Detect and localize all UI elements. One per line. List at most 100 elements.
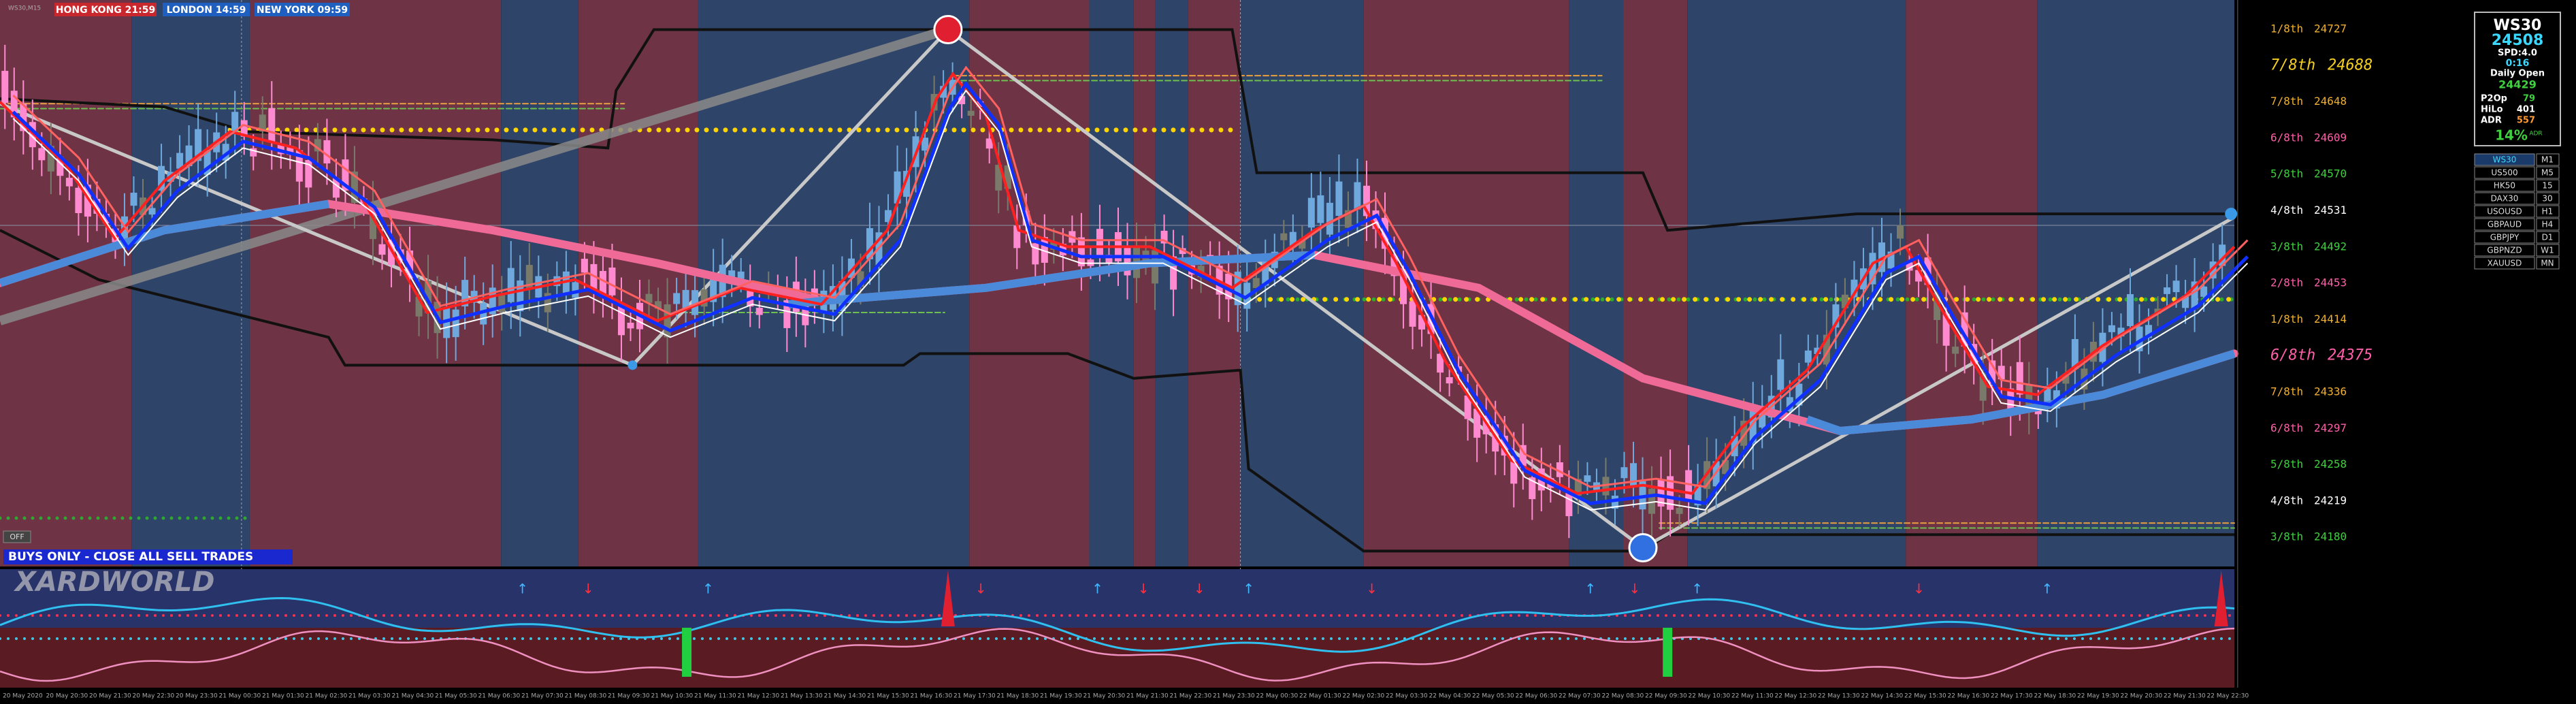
- timeframe-button[interactable]: [2536, 244, 2560, 257]
- candle-body: [995, 165, 1002, 191]
- time-label: 22 May 10:30: [1689, 693, 1731, 700]
- timeframe[interactable]: M1: [2541, 155, 2554, 165]
- candle-body: [93, 199, 101, 214]
- symbol-button[interactable]: [2474, 179, 2535, 192]
- candle-body: [940, 86, 947, 98]
- indicator-panel: ↑ ↑ ↑ ↑ ↑ ↑ ↑ ↓ ↓ ↓ ↓ ↓ ↓ ↓: [0, 569, 2236, 688]
- candle-body: [452, 309, 459, 338]
- info-text: 24508: [2492, 32, 2544, 49]
- symbol-button[interactable]: [2474, 231, 2535, 244]
- symbol-button[interactable]: [2474, 205, 2535, 218]
- time-label: 21 May 07:30: [521, 693, 564, 700]
- time-label: 21 May 03:30: [348, 693, 391, 700]
- level-label: 5/8th: [2270, 167, 2303, 180]
- down-arrow: ↓: [1194, 581, 1205, 597]
- timeframe-button[interactable]: [2536, 257, 2560, 270]
- candle-body: [2044, 386, 2051, 404]
- symbol-button[interactable]: [2474, 257, 2535, 270]
- symbol-name[interactable]: GBPAUD: [2488, 220, 2522, 229]
- candle-body: [1786, 397, 1793, 411]
- timeframe-button[interactable]: [2536, 205, 2560, 218]
- candle-body: [1731, 436, 1738, 457]
- symbol-label: WS30,M15: [8, 5, 41, 12]
- candle-body: [802, 300, 809, 325]
- level-label: 2/8th: [2270, 276, 2303, 289]
- down-arrow: ↓: [975, 581, 987, 597]
- symbol-button[interactable]: [2474, 244, 2535, 257]
- timeframe-button[interactable]: [2536, 218, 2560, 231]
- candle-body: [590, 263, 598, 291]
- time-label: 22 May 05:30: [1472, 693, 1514, 700]
- timeframe[interactable]: MN: [2541, 259, 2554, 268]
- timeframe-button[interactable]: [2536, 231, 2560, 244]
- candle-body: [1611, 495, 1618, 509]
- candle-body: [1464, 395, 1471, 419]
- level-price: 24258: [2314, 458, 2347, 470]
- symbol-name[interactable]: WS30: [2493, 155, 2517, 165]
- down-arrow: ↓: [1138, 581, 1150, 597]
- time-label: 22 May 11:30: [1731, 693, 1774, 700]
- info-text: WS30: [2494, 17, 2542, 34]
- timeframe[interactable]: W1: [2541, 246, 2554, 255]
- symbol-name[interactable]: DAX30: [2491, 194, 2519, 204]
- timeframe[interactable]: 30: [2542, 194, 2552, 204]
- time-label: 22 May 09:30: [1645, 693, 1687, 700]
- off-button[interactable]: [3, 530, 31, 543]
- info-text: HiLo: [2481, 105, 2503, 115]
- candle-body: [885, 210, 892, 223]
- timeframe-button[interactable]: [2536, 153, 2560, 166]
- timeframe[interactable]: H4: [2542, 220, 2554, 229]
- symbol-name[interactable]: XAUUSD: [2488, 259, 2522, 268]
- candle-body: [1335, 181, 1343, 217]
- symbol-name[interactable]: GBPJPY: [2490, 233, 2520, 242]
- candle-body: [1694, 484, 1701, 506]
- candle-body: [1952, 347, 1959, 354]
- level-price: 24531: [2314, 204, 2347, 217]
- time-label: 22 May 16:30: [1948, 693, 1990, 700]
- level-price: 24375: [2328, 347, 2373, 364]
- up-arrow: ↑: [702, 581, 714, 597]
- symbol-name[interactable]: GBPNZD: [2487, 246, 2522, 255]
- timeframe[interactable]: 15: [2542, 181, 2552, 191]
- symbol-name[interactable]: HK50: [2494, 181, 2515, 191]
- time-label: 21 May 01:30: [262, 693, 304, 700]
- timeframe[interactable]: D1: [2542, 233, 2554, 242]
- candle-body: [287, 146, 294, 155]
- timeframe[interactable]: H1: [2542, 207, 2554, 217]
- clock: LONDON 14:59: [167, 5, 246, 16]
- candle-body: [1354, 182, 1361, 210]
- candle-body: [922, 138, 929, 151]
- symbol-button[interactable]: [2474, 166, 2535, 179]
- timeframe-button[interactable]: [2536, 179, 2560, 192]
- candle-body: [350, 171, 358, 204]
- symbol-name[interactable]: USOUSD: [2487, 207, 2522, 217]
- off-label[interactable]: OFF: [10, 532, 24, 541]
- time-label: 20 May 21:30: [89, 693, 131, 700]
- symbol-name[interactable]: US500: [2491, 168, 2517, 178]
- candle-body: [1620, 467, 1628, 479]
- candle-body: [645, 293, 653, 303]
- info-text: ADR: [2481, 116, 2502, 126]
- timeframe[interactable]: M5: [2541, 168, 2554, 178]
- trend-line: [0, 25, 949, 325]
- time-label: 22 May 00:30: [1256, 693, 1299, 700]
- symbol-button[interactable]: [2474, 218, 2535, 231]
- candle-body: [553, 276, 561, 287]
- candle-body: [56, 157, 64, 176]
- candle-body: [894, 171, 901, 204]
- candle-body: [682, 289, 689, 308]
- symbol-button[interactable]: [2474, 153, 2535, 166]
- candle-body: [1574, 479, 1582, 496]
- candle-body: [498, 294, 506, 313]
- candle-body: [755, 308, 763, 315]
- candle-body: [38, 148, 46, 161]
- candle-body: [1234, 272, 1241, 306]
- buy-bar: [682, 628, 692, 677]
- timeframe-button[interactable]: [2536, 166, 2560, 179]
- timeframe-button[interactable]: [2536, 192, 2560, 205]
- candle-body: [1519, 445, 1527, 468]
- channel-line: [0, 229, 2234, 553]
- symbol-button[interactable]: [2474, 192, 2535, 205]
- candle-body: [1473, 409, 1481, 438]
